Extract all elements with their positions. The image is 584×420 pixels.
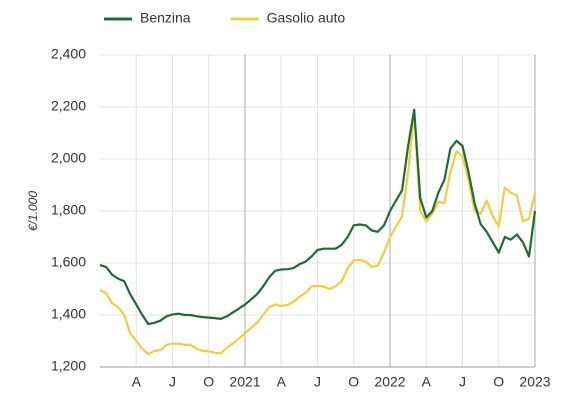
x-tick-label: A	[277, 374, 287, 390]
line-series	[99, 111, 537, 356]
y-tick-label: 1,800	[51, 202, 86, 218]
x-tick-label: A	[422, 374, 432, 390]
y-tick-label: 2,000	[51, 150, 86, 166]
x-tick-label: O	[203, 374, 214, 390]
y-tick-label: 1,600	[51, 254, 86, 270]
x-tick-label: J	[314, 374, 321, 390]
y-axis-label: €/1.000	[26, 191, 40, 231]
line-series	[99, 108, 537, 326]
x-tick-label: 2022	[374, 374, 405, 390]
y-tick-label: 1,200	[51, 358, 86, 374]
x-tick-label: A	[132, 374, 142, 390]
x-tick-label: 2023	[519, 374, 550, 390]
x-tick-label: 2021	[229, 374, 260, 390]
legend-label: Benzina	[140, 10, 191, 26]
x-tick-label: J	[169, 374, 176, 390]
x-tick-label: O	[348, 374, 359, 390]
x-tick-label: J	[459, 374, 466, 390]
legend-label: Gasolio auto	[267, 10, 346, 26]
x-tick-label: O	[493, 374, 504, 390]
y-tick-label: 2,200	[51, 98, 86, 114]
y-tick-label: 1,400	[51, 306, 86, 322]
y-tick-label: 2,400	[51, 46, 86, 62]
